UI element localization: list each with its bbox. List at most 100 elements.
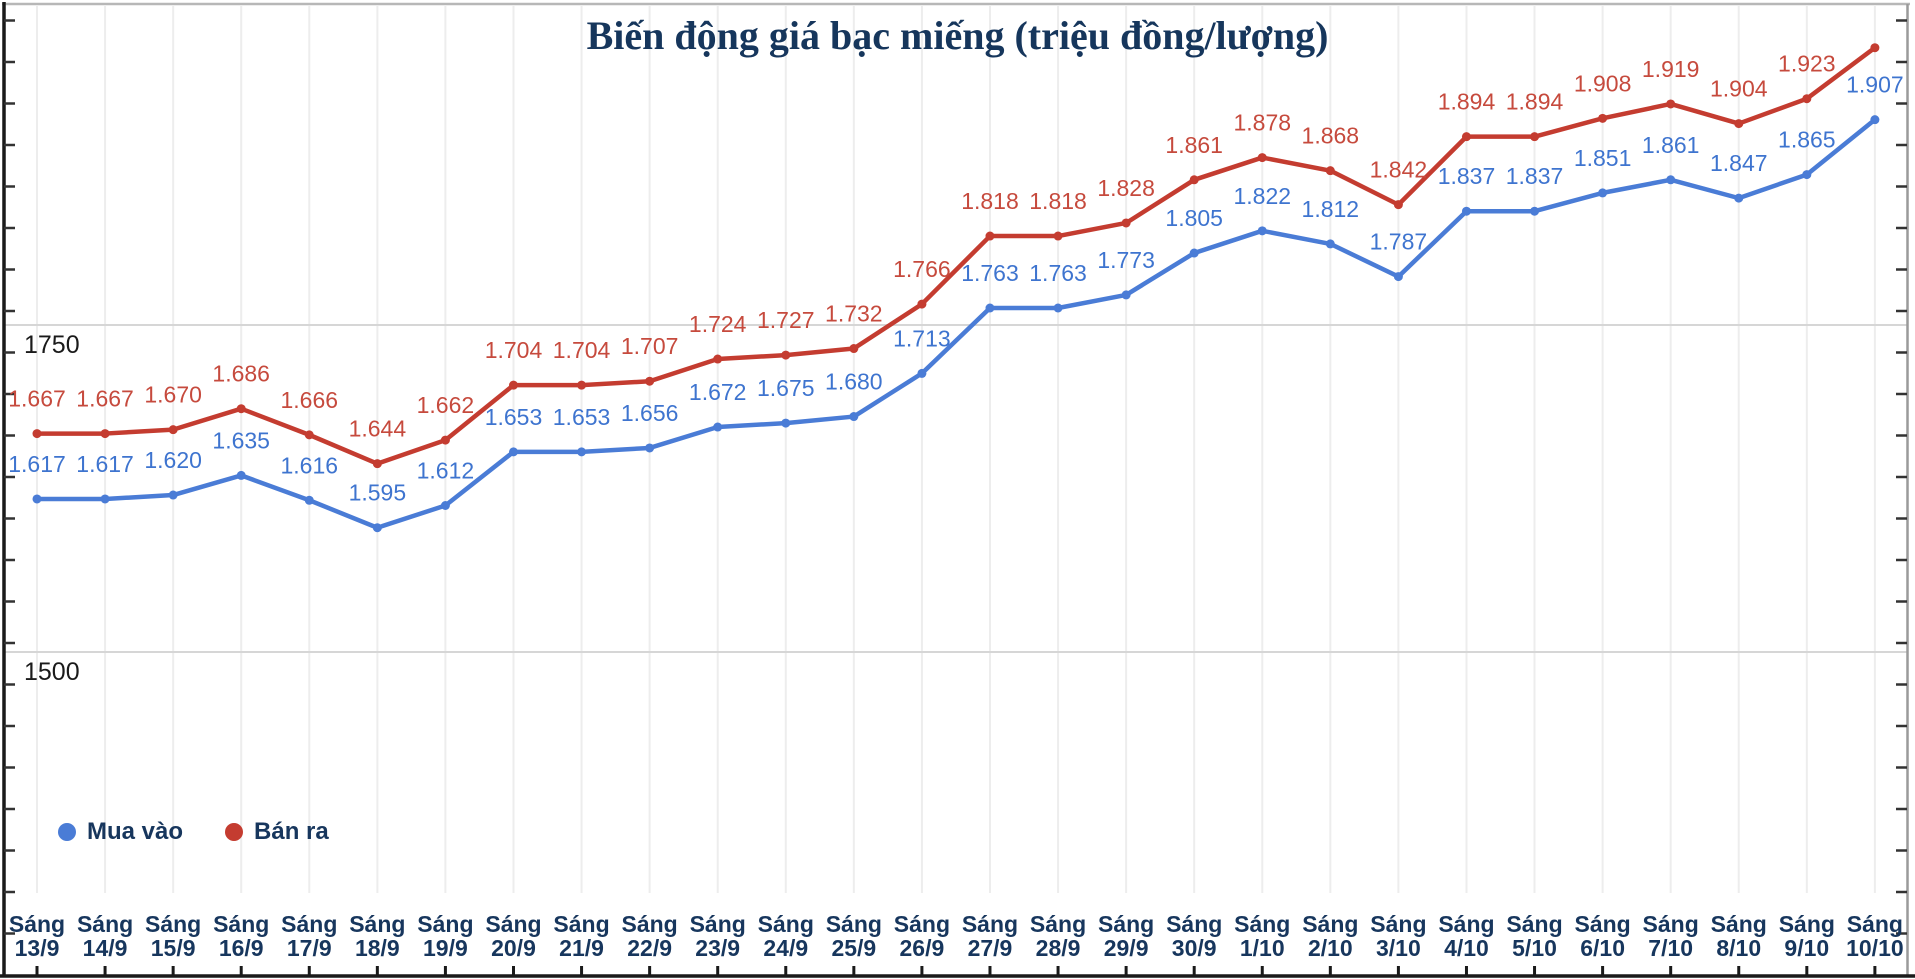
data-point (372, 459, 382, 469)
value-label: 1.818 (1029, 188, 1087, 214)
data-point (577, 380, 587, 390)
data-point (32, 429, 42, 439)
data-point (1325, 166, 1335, 176)
x-label: Sáng 28/9 (1029, 911, 1087, 961)
data-point (1121, 218, 1131, 228)
data-point (1053, 231, 1063, 241)
value-label: 1.686 (212, 361, 270, 387)
data-point (304, 495, 314, 505)
data-point (1666, 99, 1676, 109)
chart-title: Biến động giá bạc miếng (triệu đồng/lượn… (586, 13, 1329, 58)
x-label: Sáng 19/9 (417, 911, 474, 961)
value-label: 1.861 (1642, 132, 1700, 158)
data-point (781, 418, 791, 428)
value-label: 1.908 (1574, 70, 1632, 96)
value-label: 1.842 (1370, 157, 1428, 183)
value-label: 1.680 (825, 369, 883, 395)
series-line-bán-ra (34, 45, 1878, 466)
value-label: 1.617 (8, 451, 66, 477)
data-point (985, 231, 995, 241)
data-point (713, 422, 723, 432)
data-point (645, 376, 655, 386)
value-label: 1.724 (689, 311, 747, 337)
data-point (372, 523, 382, 533)
series-line-mua-vào (34, 117, 1878, 530)
x-label: Sáng 18/9 (349, 911, 406, 961)
x-label: Sáng 4/10 (1438, 911, 1495, 961)
value-label: 1.635 (212, 427, 270, 453)
data-point (1053, 303, 1063, 313)
legend-item-bán-ra[interactable]: Bán ra (225, 818, 329, 846)
x-label: Sáng 8/10 (1710, 911, 1767, 961)
value-label: 1.727 (757, 307, 815, 333)
value-label: 1.851 (1574, 145, 1632, 171)
data-point (1666, 175, 1676, 185)
value-label: 1.787 (1370, 229, 1428, 255)
data-point (236, 404, 246, 414)
data-point (440, 435, 450, 445)
data-point (440, 501, 450, 511)
legend-item-mua-vào[interactable]: Mua vào (58, 818, 183, 846)
data-point (1257, 226, 1267, 236)
data-point (1393, 200, 1403, 210)
data-point (849, 412, 859, 422)
value-label: 1.904 (1710, 76, 1768, 102)
data-point (713, 354, 723, 364)
value-label: 1.617 (76, 451, 134, 477)
data-point (1189, 175, 1199, 185)
value-label: 1.812 (1302, 196, 1360, 222)
value-label: 1.662 (417, 392, 475, 418)
x-label: Sáng 23/9 (689, 911, 746, 961)
value-label: 1.763 (1029, 260, 1087, 286)
value-label: 1.878 (1233, 110, 1291, 136)
x-label: Sáng 22/9 (621, 911, 678, 961)
legend-label: Bán ra (254, 818, 329, 845)
legend-label: Mua vào (87, 818, 184, 845)
x-label: Sáng 1/10 (1234, 911, 1291, 961)
data-point (1802, 170, 1812, 180)
x-label: Sáng 24/9 (757, 911, 814, 961)
value-label: 1.620 (144, 447, 202, 473)
data-point (917, 299, 927, 309)
data-point (100, 494, 110, 504)
value-label: 1.865 (1778, 127, 1836, 153)
x-label: Sáng 15/9 (145, 911, 202, 961)
data-point (168, 425, 178, 435)
value-label: 1.672 (689, 379, 747, 405)
x-label: Sáng 25/9 (825, 911, 882, 961)
x-label: Sáng 7/10 (1642, 911, 1699, 961)
value-label: 1.656 (621, 400, 679, 426)
value-label: 1.894 (1506, 89, 1564, 115)
value-label: 1.675 (757, 375, 815, 401)
value-label: 1.704 (553, 337, 611, 363)
value-label: 1.818 (961, 188, 1019, 214)
value-label: 1.644 (349, 416, 407, 442)
data-point (508, 447, 518, 457)
data-point (1598, 113, 1608, 123)
data-point (1870, 115, 1880, 125)
value-label: 1.704 (485, 337, 543, 363)
value-label: 1.707 (621, 333, 679, 359)
data-point (917, 368, 927, 378)
value-label: 1.907 (1846, 72, 1904, 98)
value-label: 1.805 (1165, 205, 1223, 231)
data-point (100, 429, 110, 439)
value-label: 1.595 (349, 480, 407, 506)
value-label: 1.616 (280, 452, 338, 478)
data-point (1734, 193, 1744, 203)
data-point (1393, 272, 1403, 282)
x-label: Sáng 29/9 (1097, 911, 1155, 961)
value-label: 1.837 (1438, 163, 1496, 189)
data-point (1530, 206, 1540, 216)
value-label: 1.822 (1233, 183, 1291, 209)
value-label: 1.653 (485, 404, 543, 430)
data-point (1257, 153, 1267, 163)
value-label: 1.667 (76, 386, 134, 412)
data-point (32, 494, 42, 504)
legend-dot (58, 823, 76, 841)
x-label: Sáng 14/9 (76, 911, 134, 961)
value-label: 1.868 (1302, 123, 1360, 149)
value-label: 1.667 (8, 386, 66, 412)
value-label: 1.828 (1097, 175, 1155, 201)
x-label: Sáng 16/9 (213, 911, 270, 961)
